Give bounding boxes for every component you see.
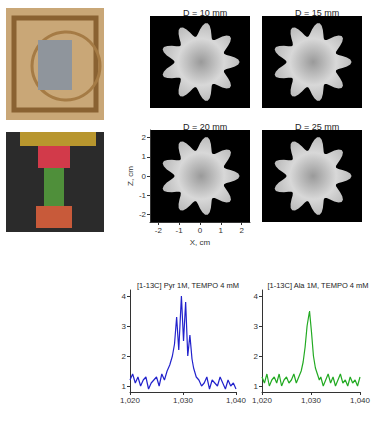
- svg-text:-1: -1: [176, 226, 184, 235]
- svg-text:1: 1: [254, 382, 259, 391]
- svg-text:4: 4: [254, 292, 259, 301]
- svg-text:X, cm: X, cm: [190, 238, 211, 247]
- svg-text:D = 20 mm: D = 20 mm: [183, 122, 227, 132]
- svg-text:0: 0: [142, 172, 147, 181]
- svg-text:2: 2: [122, 352, 127, 361]
- svg-text:0: 0: [198, 226, 203, 235]
- svg-text:1,020: 1,020: [120, 396, 141, 405]
- svg-text:3: 3: [122, 322, 127, 331]
- svg-text:[1-13C] Pyr 1M, TEMPO 4 mM: [1-13C] Pyr 1M, TEMPO 4 mM: [137, 281, 239, 290]
- svg-text:D = 10 mm: D = 10 mm: [183, 8, 227, 18]
- svg-text:1: 1: [219, 226, 224, 235]
- svg-text:D = 25 mm: D = 25 mm: [295, 122, 339, 132]
- svg-text:[1-13C] Ala 1M, TEMPO 4 mM: [1-13C] Ala 1M, TEMPO 4 mM: [267, 281, 368, 290]
- svg-text:2: 2: [254, 352, 259, 361]
- svg-text:3: 3: [254, 322, 259, 331]
- svg-text:-2: -2: [155, 226, 163, 235]
- svg-text:4: 4: [122, 292, 127, 301]
- svg-text:1,020: 1,020: [252, 396, 273, 405]
- svg-text:1: 1: [142, 152, 147, 161]
- svg-text:Z, cm: Z, cm: [126, 166, 135, 186]
- svg-text:2: 2: [142, 133, 147, 142]
- svg-text:1,040: 1,040: [350, 396, 371, 405]
- svg-text:1: 1: [122, 382, 127, 391]
- svg-text:D = 15 mm: D = 15 mm: [295, 8, 339, 18]
- svg-text:1,040: 1,040: [226, 396, 247, 405]
- svg-text:2: 2: [239, 226, 244, 235]
- svg-text:-1: -1: [139, 191, 147, 200]
- svg-text:-2: -2: [139, 210, 147, 219]
- svg-text:1,030: 1,030: [173, 396, 194, 405]
- svg-text:1,030: 1,030: [301, 396, 322, 405]
